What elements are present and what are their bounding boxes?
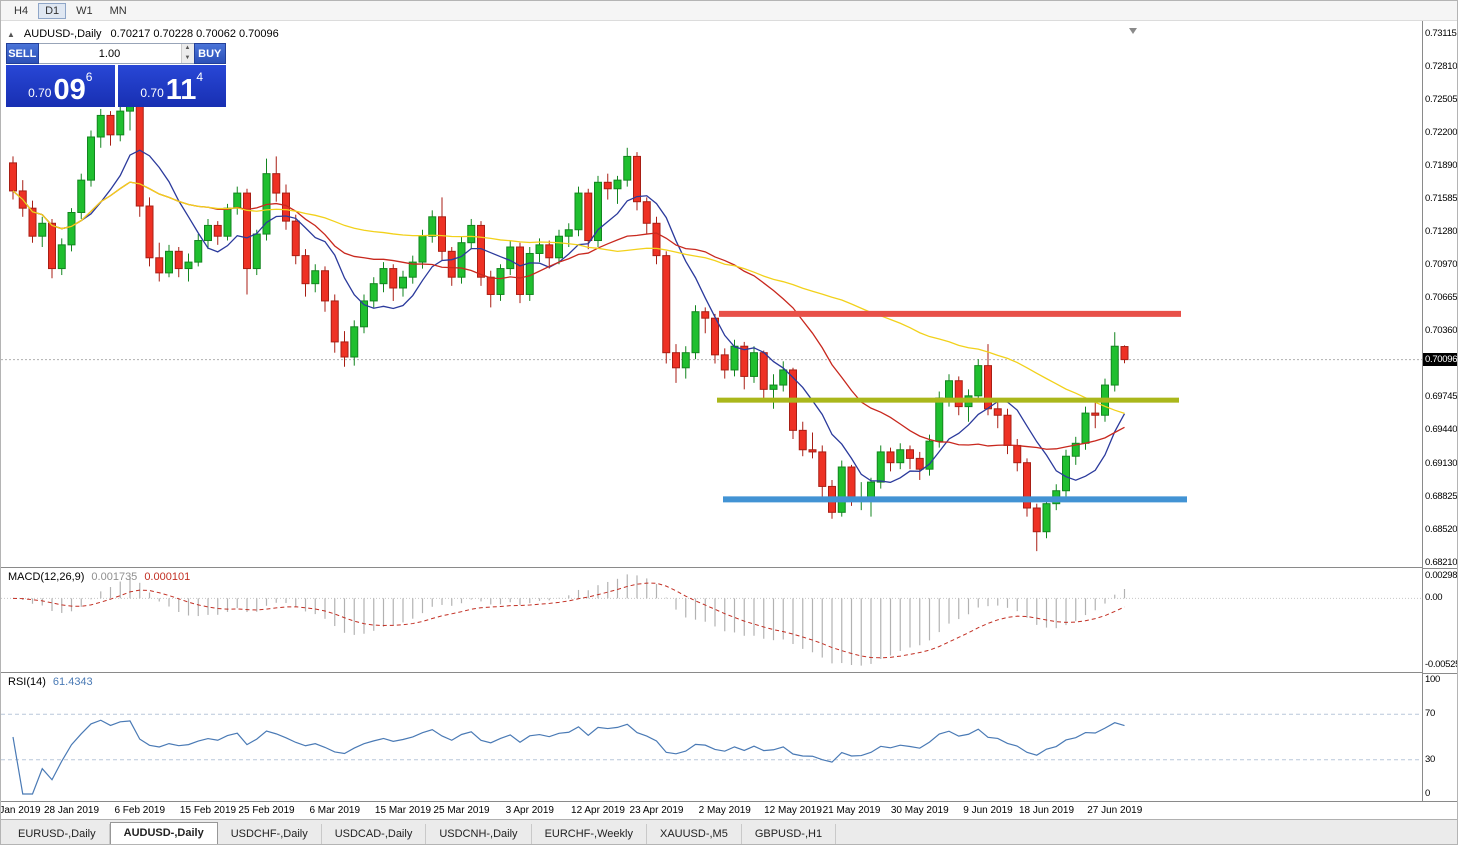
current-price-badge: 0.70096 — [1423, 352, 1458, 366]
date-label: 18 Jan 2019 — [0, 805, 41, 816]
price-scale-label: 0.72505 — [1425, 93, 1458, 105]
date-label: 15 Feb 2019 — [179, 805, 237, 816]
price-scale-label: 0.68210 — [1425, 557, 1458, 568]
macd-signal-value: 0.000101 — [144, 571, 191, 583]
date-label: 2 May 2019 — [698, 805, 751, 816]
date-label: 12 Apr 2019 — [571, 805, 625, 816]
timeframe-button-w1[interactable]: W1 — [76, 4, 93, 17]
chart-tab-usdcnh-daily[interactable]: USDCNH-,Daily — [426, 824, 532, 844]
chart-symbol-label: AUDUSD-,Daily — [23, 28, 102, 40]
price-scale-label: 0.72200 — [1425, 126, 1458, 138]
price-scale-label: 0.73115 — [1425, 28, 1457, 39]
candlestick-chart — [1, 100, 1422, 552]
volume-down-icon[interactable]: ▼ — [181, 53, 194, 63]
chart-ohlc-values: 0.70217 0.70228 0.70062 0.70096 — [110, 28, 279, 40]
buy-price-point: 4 — [196, 70, 204, 84]
one-click-price-row: 0.70 09 6 0.70 11 4 — [6, 65, 226, 107]
date-label: 9 Jun 2019 — [963, 805, 1013, 816]
chart-title: ▲ AUDUSD-,Daily 0.70217 0.70228 0.70062 … — [7, 28, 279, 40]
date-label: 3 Apr 2019 — [505, 805, 554, 816]
date-label: 15 Mar 2019 — [374, 805, 432, 816]
chart-tab-eurchf-weekly[interactable]: EURCHF-,Weekly — [532, 824, 647, 844]
price-scale-label: 0.70665 — [1425, 292, 1458, 304]
chart-shift-marker-icon[interactable] — [1129, 28, 1137, 34]
price-scale-label: 0.68520 — [1425, 523, 1458, 535]
price-scale-label: 0.68825 — [1425, 490, 1458, 502]
main-price-pane: ▲ AUDUSD-,Daily 0.70217 0.70228 0.70062 … — [1, 21, 1422, 568]
rsi-scale-label: 70 — [1425, 708, 1435, 720]
date-label: 28 Jan 2019 — [43, 805, 100, 816]
macd-scale-label: 0.002984 — [1425, 570, 1458, 581]
date-label: 23 Apr 2019 — [629, 805, 684, 816]
date-label: 18 Jun 2019 — [1018, 805, 1075, 816]
date-label: 25 Feb 2019 — [238, 805, 295, 816]
buy-button[interactable]: BUY — [193, 43, 226, 64]
macd-main-value: 0.001735 — [91, 571, 138, 583]
rsi-indicator-pane: RSI(14) 61.4343 — [1, 673, 1422, 801]
macd-scale-label: 0.00 — [1425, 592, 1443, 604]
buy-price-button[interactable]: 0.70 11 4 — [117, 65, 226, 107]
pane-separator — [1423, 673, 1457, 674]
date-label: 6 Mar 2019 — [309, 805, 361, 816]
date-label: 25 Mar 2019 — [433, 805, 490, 816]
price-scale-label: 0.69130 — [1425, 457, 1458, 469]
date-label: 27 Jun 2019 — [1087, 805, 1143, 816]
timeframe-toolbar: H4 D1 W1 MN — [1, 1, 1457, 21]
chart-tabs-bar: EURUSD-,Daily AUDUSD-,Daily USDCHF-,Daily U… — [1, 819, 1457, 844]
chart-tab-usdchf-daily[interactable]: USDCHF-,Daily — [218, 824, 322, 844]
date-label: 30 May 2019 — [890, 805, 949, 816]
sell-price-button[interactable]: 0.70 09 6 — [6, 65, 115, 107]
macd-label-row: MACD(12,26,9) 0.001735 0.000101 — [8, 571, 190, 583]
timeframe-button-d1[interactable]: D1 — [38, 2, 67, 19]
price-scale-label: 0.72810 — [1425, 60, 1458, 72]
rsi-chart — [1, 713, 1422, 795]
rsi-indicator-name: RSI(14) — [8, 676, 46, 688]
sell-price-point: 6 — [85, 70, 93, 84]
pane-separator — [1423, 568, 1457, 569]
rsi-label-row: RSI(14) 61.4343 — [8, 676, 93, 688]
volume-field: ▲ ▼ — [38, 43, 194, 64]
volume-up-icon[interactable]: ▲ — [181, 44, 194, 54]
macd-indicator-pane: MACD(12,26,9) 0.001735 0.000101 — [1, 568, 1422, 673]
rsi-scale-label: 30 — [1425, 753, 1435, 765]
price-scale-label: 0.69440 — [1425, 424, 1458, 436]
price-scale-label: 0.70360 — [1425, 325, 1458, 337]
sell-price-prefix: 0.70 — [28, 86, 52, 100]
one-click-collapse-icon[interactable]: ▲ — [7, 29, 15, 39]
date-label: 21 May 2019 — [822, 805, 881, 816]
chart-tab-eurusd-daily[interactable]: EURUSD-,Daily — [5, 824, 110, 844]
one-click-trading-panel: SELL ▲ ▼ BUY 0.70 09 6 0.70 — [6, 43, 226, 107]
price-scale: 0.73115 0.72810 0.72505 0.72200 0.71890 0.715… — [1422, 21, 1458, 801]
buy-price-pips: 11 — [165, 74, 197, 106]
one-click-top-row: SELL ▲ ▼ BUY — [6, 43, 226, 64]
rsi-scale-label: 0 — [1425, 788, 1430, 799]
volume-input[interactable] — [38, 44, 181, 63]
rsi-scale-label: 100 — [1425, 674, 1440, 685]
macd-scale-label: -0.005257 — [1425, 659, 1457, 670]
date-label: 6 Feb 2019 — [114, 805, 166, 816]
chart-tab-usdcad-daily[interactable]: USDCAD-,Daily — [322, 824, 427, 844]
sell-button[interactable]: SELL — [6, 43, 39, 64]
price-scale-label: 0.71890 — [1425, 160, 1458, 172]
macd-chart — [1, 574, 1422, 666]
volume-spinner: ▲ ▼ — [180, 44, 194, 63]
macd-indicator-name: MACD(12,26,9) — [8, 571, 85, 583]
price-scale-label: 0.71585 — [1425, 193, 1458, 204]
sell-price-pips: 09 — [53, 74, 86, 106]
price-scale-label: 0.71280 — [1425, 225, 1458, 237]
chart-tab-audusd-daily[interactable]: AUDUSD-,Daily — [109, 822, 218, 844]
chart-tab-gbpusd-h1[interactable]: GBPUSD-,H1 — [742, 824, 837, 844]
rsi-value: 61.4343 — [52, 676, 93, 688]
price-scale-label: 0.69745 — [1425, 391, 1458, 403]
chart-tab-xauusd-m5[interactable]: XAUUSD-,M5 — [647, 824, 742, 844]
timeframe-button-h4[interactable]: H4 — [14, 4, 29, 17]
timeframe-button-mn[interactable]: MN — [109, 4, 127, 17]
buy-price-prefix: 0.70 — [140, 86, 164, 100]
date-label: 12 May 2019 — [764, 805, 822, 816]
price-scale-label: 0.70970 — [1425, 259, 1458, 271]
